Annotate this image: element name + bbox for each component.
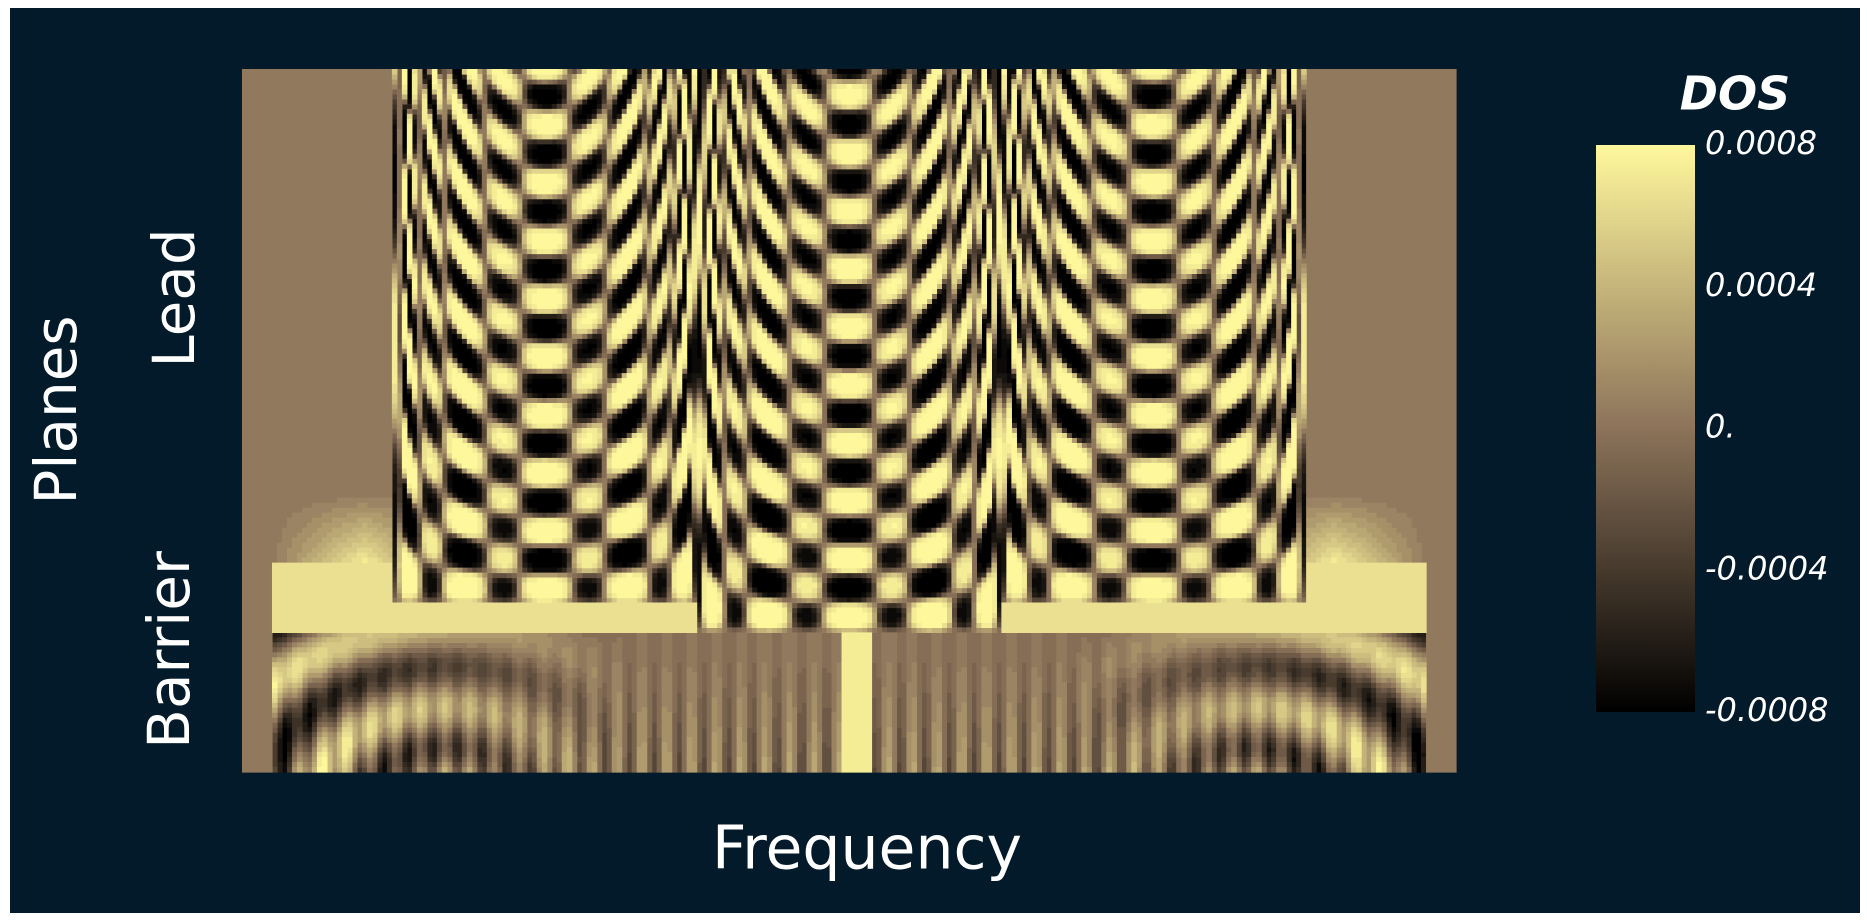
colorbar-tick-label: -0.0008 [1705, 691, 1829, 729]
heatmap-image [242, 69, 1457, 773]
heatmap-level [271, 69, 1427, 773]
heatmap-level [271, 69, 1427, 773]
region-label: Barrier [135, 551, 203, 749]
y-axis-label: Planes [22, 315, 90, 504]
colorbar-title: DOS [1680, 67, 1790, 121]
colorbar-tick-label: -0.0004 [1705, 549, 1829, 587]
heatmap-level [271, 69, 1422, 773]
colorbar [1596, 145, 1695, 712]
colorbar-tick-label: 0. [1705, 408, 1736, 446]
region-label: Lead [140, 228, 208, 367]
heatmap-level [281, 69, 1422, 773]
heatmap-level [281, 69, 1422, 773]
x-axis-label: Frequency [712, 814, 1022, 884]
heatmap-level [242, 69, 1457, 773]
heatmap-level [271, 69, 1382, 773]
colorbar-tick-label: 0.0008 [1705, 124, 1817, 162]
colorbar-tick-label: 0.0004 [1705, 266, 1817, 304]
